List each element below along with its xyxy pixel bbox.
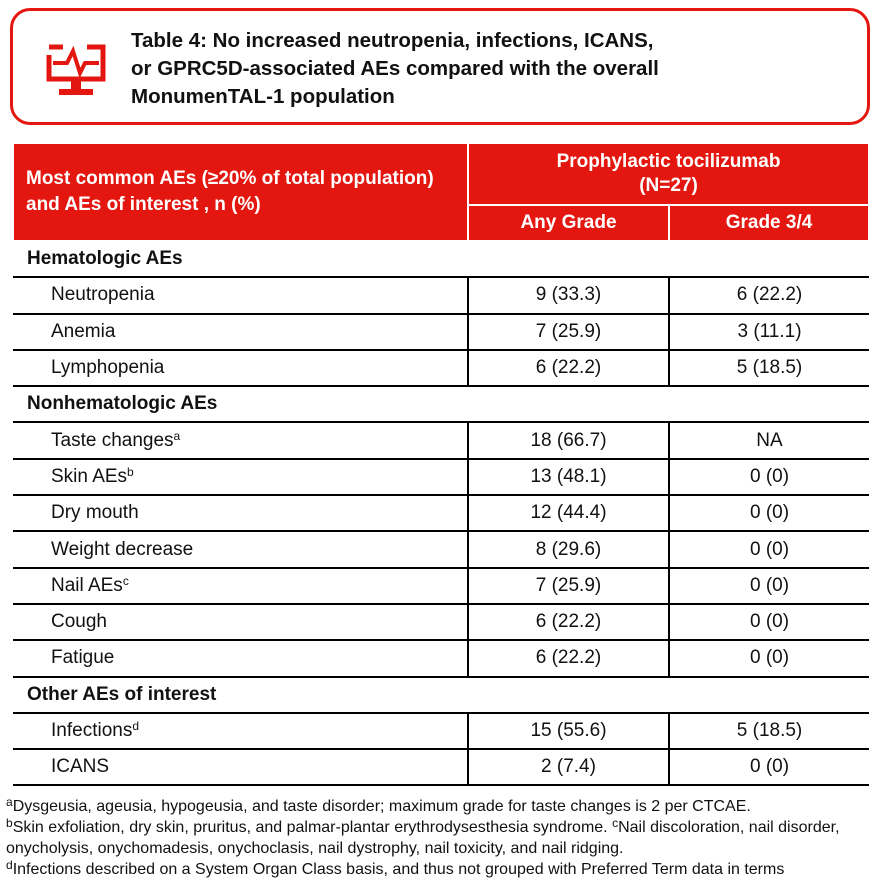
ae-table: Most common AEs (≥20% of total populatio… (12, 142, 871, 787)
group-header: Prophylactic tocilizumab (N=27) (466, 142, 871, 206)
data-row: Cough 6 (22.2) 0 (0) (13, 603, 870, 642)
section-row: Other AEs of interest (13, 676, 870, 714)
any-grade: 12 (44.4) (467, 495, 669, 533)
table-body: Hematologic AEs Neutropenia 9 (33.3) 6 (22.… (13, 241, 870, 787)
data-row: Skin AEsb 13 (48.1) 0 (0) (13, 458, 870, 497)
footnote-ref: c (122, 573, 129, 588)
footnote-ref: b (127, 464, 134, 479)
ae-name: Dry mouth (51, 502, 139, 524)
title-line: Table 4: No increased neutropenia, infec… (131, 29, 654, 52)
data-row: ICANS 2 (7.4) 0 (0) (13, 749, 870, 787)
any-grade: 6 (22.2) (467, 640, 669, 678)
footnote: aDysgeusia, ageusia, hypogeusia, and tas… (6, 796, 872, 817)
sub-header: Grade 3/4 (667, 204, 871, 242)
any-grade: 2 (7.4) (467, 749, 669, 787)
grade-3-4: 0 (0) (667, 567, 870, 605)
any-grade: 8 (29.6) (467, 531, 669, 569)
title-line: or GPRC5D-associated AEs compared with t… (131, 57, 659, 80)
grade-3-4: NA (667, 422, 870, 460)
ae-label: Cough (13, 603, 468, 642)
data-row: Infectionsd 15 (55.6) 5 (18.5) (13, 712, 870, 751)
footnote-mark: d (6, 858, 13, 872)
col1-header: Most common AEs (≥20% of total populatio… (12, 142, 469, 242)
footnote-text: Infections described on a System Organ C… (12, 861, 785, 878)
header-box: Table 4: No increased neutropenia, infec… (10, 8, 870, 125)
title-line: MonumenTAL-1 population (131, 85, 395, 108)
footnote-text: Nail discoloration, nail disorder, onych… (6, 819, 840, 857)
ae-name: Lymphopenia (51, 357, 165, 379)
section-row: Nonhematologic AEs (13, 386, 870, 424)
ae-name: Fatigue (51, 647, 115, 669)
footnote-ref: a (173, 428, 181, 443)
ae-name: Taste changes (51, 429, 174, 451)
any-grade: 6 (22.2) (467, 349, 669, 388)
data-row: Fatigue 6 (22.2) 0 (0) (13, 640, 870, 678)
footnote: bSkin exfoliation, dry skin, pruritus, a… (6, 817, 872, 859)
data-row: Dry mouth 12 (44.4) 0 (0) (13, 495, 870, 533)
grade-3-4: 3 (11.1) (667, 313, 870, 351)
ae-name: Skin AEs (51, 465, 128, 487)
grade-3-4: 5 (18.5) (667, 712, 870, 751)
footnote-ref: d (132, 719, 140, 733)
grade-3-4: 0 (0) (667, 603, 870, 642)
ae-label: Lymphopenia (13, 349, 468, 388)
grade-3-4: 0 (0) (667, 531, 870, 569)
data-row: Nail AEsc 7 (25.9) 0 (0) (13, 567, 870, 605)
data-row: Weight decrease 8 (29.6) 0 (0) (13, 531, 870, 569)
footnote-mark: a (6, 795, 13, 809)
ae-label: ICANS (13, 749, 468, 787)
ae-name: Anemia (51, 320, 116, 342)
footnotes: aDysgeusia, ageusia, hypogeusia, and tas… (6, 796, 872, 880)
section-title: Hematologic AEs (13, 241, 870, 279)
ae-label: Infectionsd (13, 712, 468, 751)
ae-name: ICANS (51, 756, 110, 778)
ae-label: Anemia (13, 313, 468, 351)
title: Table 4: No increased neutropenia, infec… (131, 27, 659, 111)
any-grade: 15 (55.6) (467, 712, 669, 751)
ae-label: Fatigue (13, 640, 468, 678)
data-row: Lymphopenia 6 (22.2) 5 (18.5) (13, 349, 870, 388)
ae-label: Skin AEsb (13, 458, 468, 497)
section-title: Other AEs of interest (13, 676, 870, 714)
any-grade: 13 (48.1) (467, 458, 669, 497)
any-grade: 18 (66.7) (467, 422, 669, 460)
any-grade: 7 (25.9) (467, 567, 669, 605)
footnote-text: Skin exfoliation, dry skin, pruritus, an… (12, 819, 613, 836)
group-header-line: (N=27) (639, 175, 698, 196)
ae-name: Nail AEs (51, 574, 123, 596)
footnote-mark: b (6, 816, 13, 830)
sub-header: Any Grade (467, 204, 670, 242)
ae-name: Weight decrease (51, 538, 194, 560)
grade-3-4: 0 (0) (667, 495, 870, 533)
footnote-mark: c (612, 816, 619, 830)
footnote-text: Dysgeusia, ageusia, hypogeusia, and tast… (12, 798, 751, 815)
grade-3-4: 6 (22.2) (667, 277, 870, 315)
ae-label: Taste changesa (13, 422, 468, 460)
data-row: Neutropenia 9 (33.3) 6 (22.2) (13, 277, 870, 315)
data-row: Taste changesa 18 (66.7) NA (13, 422, 870, 460)
data-row: Anemia 7 (25.9) 3 (11.1) (13, 313, 870, 351)
grade-3-4: 0 (0) (667, 458, 870, 497)
ae-label: Neutropenia (13, 277, 468, 315)
ae-name: Cough (51, 611, 107, 633)
any-grade: 6 (22.2) (467, 603, 669, 642)
any-grade: 7 (25.9) (467, 313, 669, 351)
monitor-icon (46, 44, 106, 95)
footnote: dInfections described on a System Organ … (6, 859, 872, 880)
section-row: Hematologic AEs (13, 241, 870, 279)
any-grade: 9 (33.3) (467, 277, 669, 315)
grade-3-4: 0 (0) (667, 749, 870, 787)
ae-name: Neutropenia (51, 284, 155, 306)
group-header-line: Prophylactic tocilizumab (556, 151, 781, 172)
ae-label: Dry mouth (13, 495, 468, 533)
grade-3-4: 0 (0) (667, 640, 870, 678)
ae-label: Nail AEsc (13, 567, 468, 605)
ae-label: Weight decrease (13, 531, 468, 569)
ae-name: Infections (51, 720, 133, 741)
grade-3-4: 5 (18.5) (667, 349, 870, 388)
section-title: Nonhematologic AEs (13, 386, 870, 424)
